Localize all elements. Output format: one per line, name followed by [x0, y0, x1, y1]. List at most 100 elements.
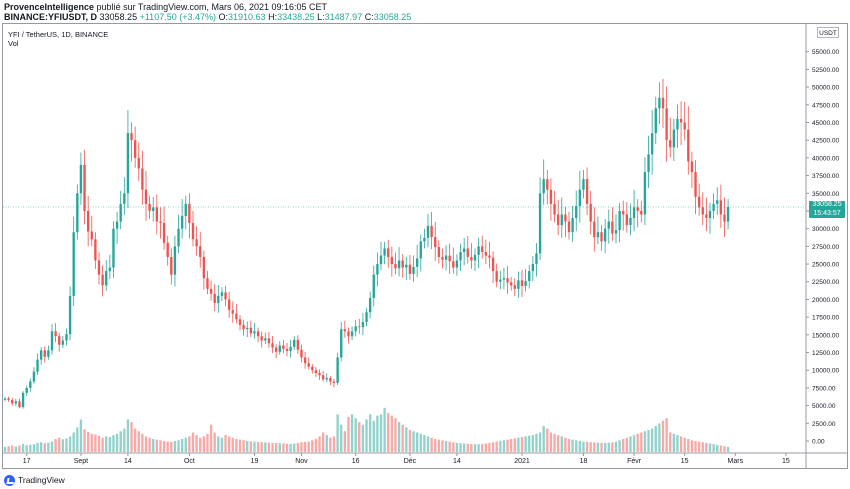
volume-bar — [473, 444, 477, 452]
volume-bar — [238, 439, 242, 452]
candle-body — [162, 222, 166, 243]
volume-bar — [491, 442, 495, 452]
candle-body — [434, 237, 437, 248]
volume-bar — [32, 444, 36, 452]
volume-bar — [72, 432, 75, 452]
candle-body — [596, 232, 600, 238]
candle-body — [224, 292, 227, 300]
candle-body — [376, 264, 379, 275]
volume-bar — [202, 436, 206, 452]
y-tick-label: 2500.00 — [812, 421, 836, 428]
legend-volume: Vol — [8, 39, 19, 48]
candle-body — [101, 274, 104, 286]
volume-bar — [640, 432, 643, 452]
volume-bar — [607, 442, 610, 452]
candle-body — [271, 343, 274, 348]
candle-body — [246, 327, 249, 330]
candle-body — [452, 261, 455, 268]
volume-bar — [235, 439, 238, 452]
volume-bar — [321, 432, 325, 452]
candle-body — [58, 336, 61, 345]
candle-body — [383, 248, 386, 256]
volume-bar — [553, 433, 556, 452]
candle-body — [520, 280, 524, 286]
currency-label[interactable]: USDT — [817, 27, 839, 38]
volume-bar — [264, 442, 267, 452]
close-value: 33058.25 — [373, 12, 412, 22]
volume-bar — [564, 437, 567, 452]
footer-brand[interactable]: TradingView — [18, 475, 65, 485]
candle-body — [260, 336, 263, 341]
volume-bar — [36, 442, 39, 452]
candle-body — [408, 264, 412, 274]
volume-bar — [307, 441, 310, 452]
candle-body — [607, 221, 610, 229]
candle-body — [227, 299, 231, 311]
volume-bar — [97, 435, 101, 452]
candle-body — [556, 214, 560, 226]
volume-bar — [632, 435, 636, 452]
volume-bar — [144, 436, 148, 452]
volume-bar — [188, 436, 191, 452]
y-tick-label: 50000.00 — [812, 85, 839, 92]
volume-bar — [220, 437, 224, 452]
publish-info: ProvenceIntelligence publié sur TradingV… — [4, 2, 327, 13]
candle-body — [43, 350, 46, 357]
volume-bar — [578, 440, 582, 452]
volume-bar — [148, 437, 151, 452]
candle-body — [238, 319, 242, 325]
candle-body — [180, 215, 184, 229]
candle-body — [126, 133, 130, 194]
candle-body — [549, 189, 553, 204]
y-tick-label: 47500.00 — [812, 102, 839, 109]
volume-bar — [636, 433, 639, 452]
candle-body — [423, 237, 426, 242]
candle-body — [202, 256, 206, 279]
volume-bar — [18, 445, 21, 452]
volume-bar — [43, 443, 46, 452]
y-tick-label: 17500.00 — [812, 315, 839, 322]
candle-body — [697, 196, 701, 208]
volume-bar — [86, 431, 90, 452]
volume-bar — [643, 431, 647, 452]
volume-bar — [589, 442, 592, 452]
volume-bar — [3, 446, 7, 452]
candle-body — [264, 338, 267, 341]
volume-bar — [723, 446, 726, 452]
volume-bar — [535, 433, 538, 452]
volume-bar — [184, 437, 187, 452]
candle-body — [11, 399, 14, 404]
candle-body — [112, 228, 115, 268]
y-tick-label: 12500.00 — [812, 350, 839, 357]
y-tick-label: 20000.00 — [812, 297, 839, 304]
volume-bar — [340, 424, 343, 452]
volume-bar — [14, 446, 18, 452]
volume-bar — [593, 442, 596, 452]
candle-body — [340, 329, 343, 358]
candle-body — [300, 349, 303, 358]
volume-bar — [488, 442, 491, 452]
x-tick-label: 17 — [23, 458, 31, 465]
volume-bar — [21, 443, 25, 452]
x-tick-label: 18 — [580, 458, 588, 465]
y-tick-label: 55000.00 — [812, 49, 839, 56]
countdown-tag: 15:43:57 — [813, 209, 841, 217]
volume-bar — [538, 432, 542, 452]
chart-frame — [2, 23, 848, 469]
candle-body — [79, 164, 83, 194]
candle-body — [361, 322, 365, 328]
candle-body — [25, 387, 28, 393]
volume-bar — [658, 423, 661, 452]
volume-bar — [437, 439, 441, 452]
volume-bar — [285, 443, 289, 452]
candle-body — [170, 256, 173, 275]
candle-body — [72, 232, 75, 296]
candle-body — [528, 271, 531, 282]
volume-bar — [585, 441, 589, 452]
candle-body — [459, 252, 462, 261]
volume-bar — [115, 433, 119, 452]
volume-bar — [419, 433, 422, 452]
volume-bar — [76, 427, 79, 452]
candle-body — [719, 200, 723, 215]
